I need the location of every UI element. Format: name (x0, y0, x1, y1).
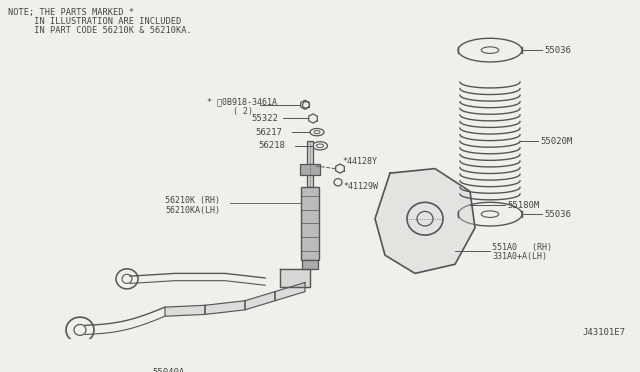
Bar (307, 141, 313, 187)
Polygon shape (375, 169, 475, 273)
Text: 56217: 56217 (255, 128, 282, 137)
Polygon shape (280, 269, 310, 287)
Text: 551A0   (RH): 551A0 (RH) (492, 243, 552, 252)
Text: IN PART CODE 56210K & 56210KA.: IN PART CODE 56210K & 56210KA. (8, 26, 192, 35)
Text: 55036: 55036 (544, 210, 571, 219)
Polygon shape (275, 282, 305, 301)
Text: 55040A: 55040A (152, 368, 184, 372)
Bar (300, 164, 320, 175)
Text: 56210K (RH): 56210K (RH) (165, 196, 220, 205)
Text: 55180M: 55180M (507, 201, 540, 209)
Polygon shape (245, 292, 275, 310)
Text: IN ILLUSTRATION ARE INCLUDED: IN ILLUSTRATION ARE INCLUDED (8, 17, 181, 26)
Text: *44128Y: *44128Y (342, 157, 377, 166)
Text: J43101E7: J43101E7 (582, 328, 625, 337)
Bar (302, 260, 318, 269)
Text: 55322: 55322 (251, 114, 278, 123)
Text: *41129W: *41129W (343, 182, 378, 191)
Text: 55020M: 55020M (540, 137, 572, 146)
Bar (301, 187, 319, 260)
Text: NOTE; THE PARTS MARKED *: NOTE; THE PARTS MARKED * (8, 8, 134, 17)
Text: 56210KA(LH): 56210KA(LH) (165, 206, 220, 215)
Polygon shape (205, 301, 245, 314)
Text: 55036: 55036 (544, 46, 571, 55)
Text: ( 2): ( 2) (233, 107, 253, 116)
Text: 331A0+A(LH): 331A0+A(LH) (492, 253, 547, 262)
Polygon shape (165, 305, 205, 316)
Text: 56218: 56218 (258, 141, 285, 150)
Text: * Ⓢ0B918-3461A: * Ⓢ0B918-3461A (207, 97, 277, 106)
